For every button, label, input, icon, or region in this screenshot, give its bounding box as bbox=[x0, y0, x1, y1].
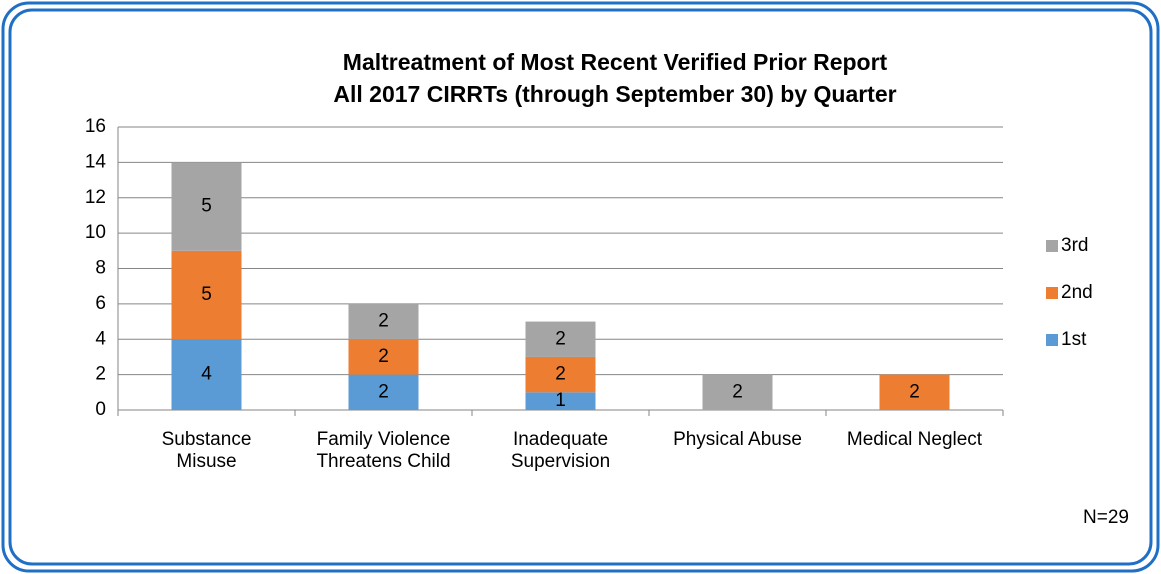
bar-segment bbox=[348, 303, 419, 340]
legend-label: 1st bbox=[1061, 329, 1087, 350]
x-tick-label: Physical Abuse bbox=[673, 429, 802, 450]
x-tick-label: Substance Misuse bbox=[161, 429, 252, 472]
x-tick-label: Medical Neglect bbox=[846, 429, 983, 450]
bar-segment bbox=[702, 374, 773, 410]
y-tick-label: 8 bbox=[95, 258, 106, 279]
bar-segment bbox=[348, 339, 419, 375]
chart-subtitle: All 2017 CIRRTs (through September 30) b… bbox=[333, 81, 896, 107]
data-label: 2 bbox=[378, 311, 389, 332]
legend-swatch bbox=[1046, 240, 1058, 252]
data-label: 2 bbox=[378, 381, 389, 402]
data-label: 1 bbox=[555, 390, 566, 411]
y-tick-label: 2 bbox=[95, 364, 106, 385]
bar-segment bbox=[525, 321, 596, 357]
legend-label: 3rd bbox=[1061, 235, 1088, 256]
data-label: 2 bbox=[909, 381, 920, 402]
y-tick-label: 14 bbox=[85, 151, 107, 172]
x-tick-label: Inadequate Supervision bbox=[510, 429, 611, 472]
bar-segment bbox=[525, 392, 596, 410]
y-tick-label: 16 bbox=[85, 116, 106, 137]
data-label: 5 bbox=[201, 284, 212, 305]
data-label: 4 bbox=[201, 364, 212, 385]
chart-title: Maltreatment of Most Recent Verified Pri… bbox=[343, 49, 888, 75]
y-tick-label: 12 bbox=[85, 187, 106, 208]
data-label: 5 bbox=[201, 196, 212, 217]
x-tick-label: Family Violence Threatens Child bbox=[316, 429, 451, 472]
bar-segment bbox=[171, 339, 242, 410]
y-tick-label: 10 bbox=[85, 222, 106, 243]
y-tick-label: 0 bbox=[95, 399, 106, 420]
legend-label: 2nd bbox=[1061, 282, 1093, 303]
annotation: N=29 bbox=[1083, 507, 1129, 528]
y-tick-label: 4 bbox=[95, 328, 106, 349]
bar-segment bbox=[171, 250, 242, 340]
y-tick-label: 6 bbox=[95, 293, 106, 314]
data-label: 2 bbox=[555, 364, 566, 385]
legend-swatch bbox=[1046, 334, 1058, 346]
data-label: 2 bbox=[555, 328, 566, 349]
data-label: 2 bbox=[732, 381, 743, 402]
bar-segment bbox=[348, 374, 419, 410]
bar-segment bbox=[171, 162, 242, 251]
bar-segment bbox=[525, 356, 596, 393]
bar-segment bbox=[879, 374, 950, 410]
legend-swatch bbox=[1046, 287, 1058, 299]
data-label: 2 bbox=[378, 346, 389, 367]
frame-inner bbox=[8, 8, 1153, 566]
